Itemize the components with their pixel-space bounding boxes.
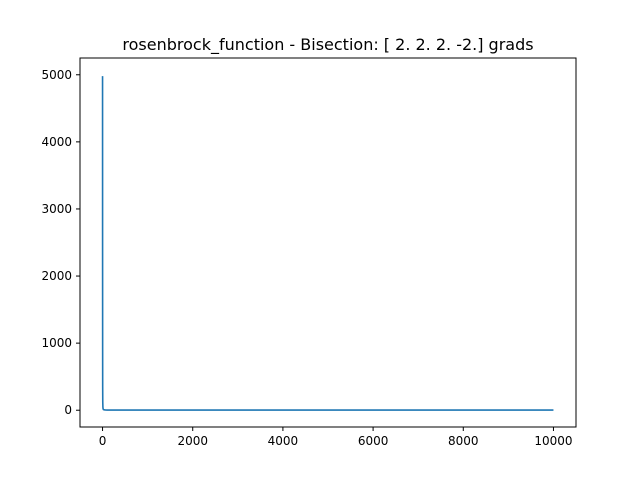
series-line-1 xyxy=(101,76,554,411)
y-tick-label: 2000 xyxy=(41,269,72,283)
plot-area xyxy=(101,76,554,411)
chart-title: rosenbrock_function - Bisection: [ 2. 2.… xyxy=(122,35,533,55)
x-tick-label: 0 xyxy=(99,434,107,448)
x-tick-label: 6000 xyxy=(358,434,389,448)
plot-frame xyxy=(79,57,577,428)
y-tick-label: 5000 xyxy=(41,68,72,82)
y-tick-label: 4000 xyxy=(41,135,72,149)
x-tick-label: 2000 xyxy=(177,434,208,448)
y-tick-label: 3000 xyxy=(41,202,72,216)
y-tick-label: 1000 xyxy=(41,336,72,350)
axes: 0 2000 4000 6000 8000 10000 0 1000 2000 3000 4000 5… xyxy=(41,57,577,448)
y-tick-label: 0 xyxy=(64,403,72,417)
x-tick-label: 10000 xyxy=(534,434,572,448)
x-tick-label: 8000 xyxy=(448,434,479,448)
x-tick-label: 4000 xyxy=(268,434,299,448)
